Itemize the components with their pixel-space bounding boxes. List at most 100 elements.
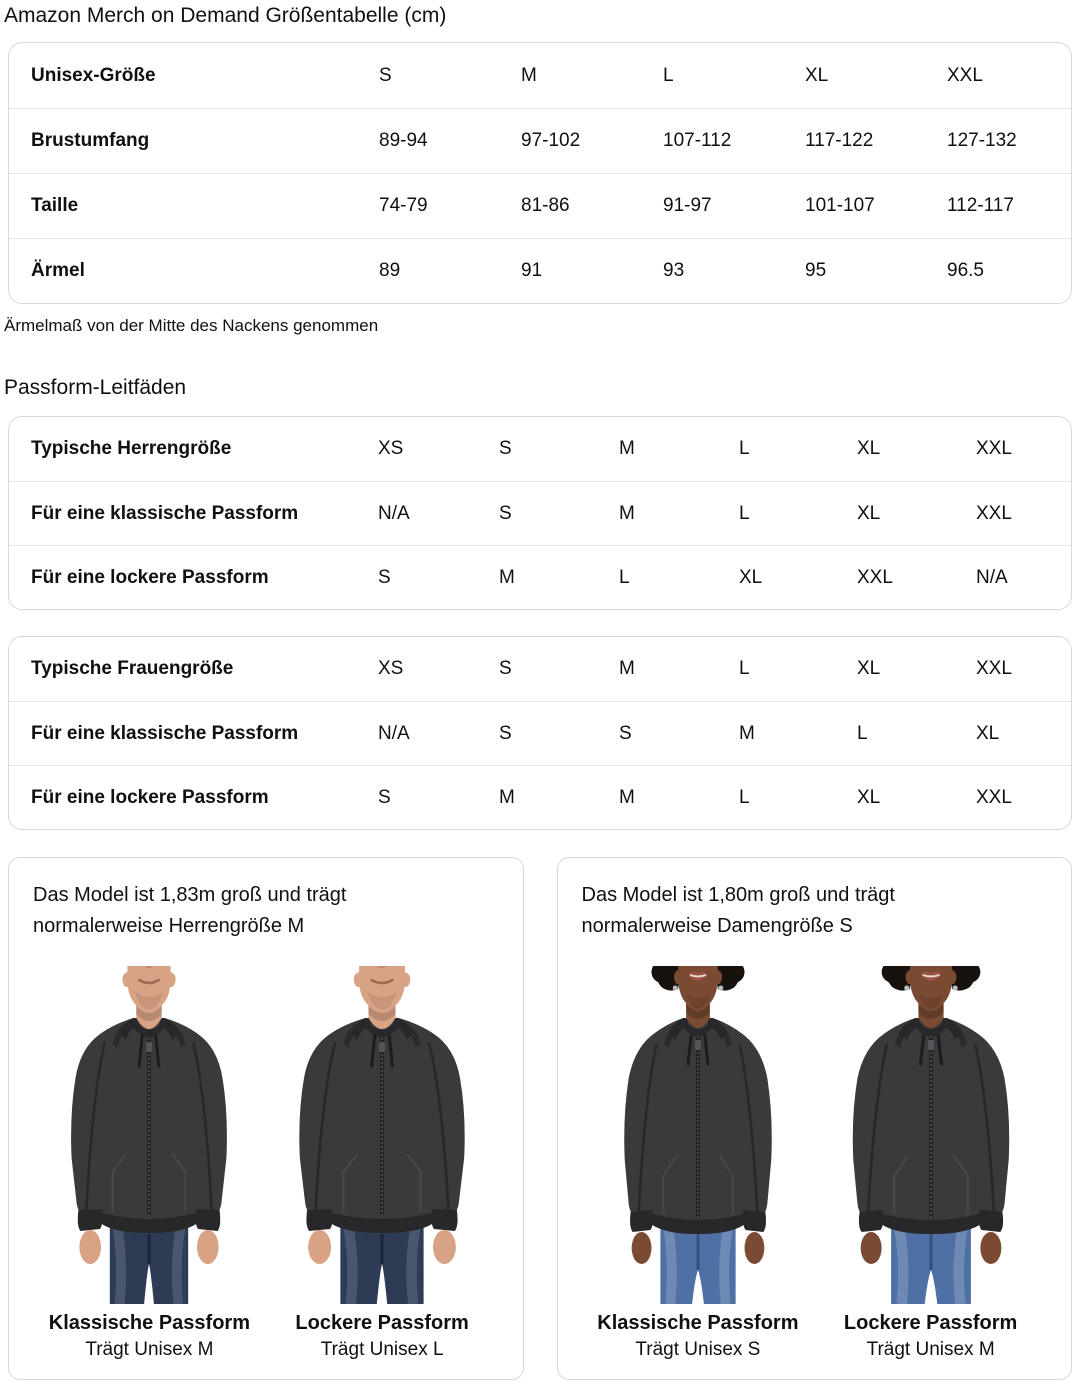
- fit-cell: L: [739, 786, 750, 808]
- caption-row: Klassische Passform Trägt Unisex S Locke…: [582, 1310, 1048, 1363]
- fit-cell: XL: [857, 438, 881, 459]
- size-cell: 91-97: [663, 195, 712, 216]
- row-label: Ärmel: [31, 260, 85, 281]
- fit-cell: N/A: [976, 566, 1008, 588]
- page-title: Amazon Merch on Demand Größentabelle (cm…: [4, 4, 447, 27]
- fit-cell: L: [857, 722, 868, 744]
- fit-cell: XXL: [857, 566, 893, 588]
- size-cell: 107-112: [663, 130, 732, 151]
- model-description: Das Model ist 1,83m groß und trägt norma…: [33, 880, 499, 942]
- fit-cell: XL: [739, 566, 763, 588]
- model-description-line1: Das Model ist 1,80m groß und trägt: [581, 884, 895, 906]
- photo-col: [33, 966, 266, 1304]
- fit-cell: L: [619, 566, 630, 588]
- size-cell: 95: [805, 260, 827, 281]
- fit-cell: M: [619, 658, 635, 679]
- fit-cell: L: [739, 438, 750, 459]
- caption-col: Klassische Passform Trägt Unisex S: [582, 1310, 815, 1363]
- photo-col: [582, 966, 815, 1304]
- photo-col: [814, 966, 1047, 1304]
- fit-cell: M: [499, 786, 515, 808]
- male-model-card: Das Model ist 1,83m groß und trägt norma…: [8, 857, 524, 1380]
- caption-col: Lockere Passform Trägt Unisex M: [814, 1310, 1047, 1363]
- size-cell: XXL: [947, 64, 983, 86]
- table-row: Typische Frauengröße XS S M L XL XXL: [9, 637, 1071, 701]
- row-label: Brustumfang: [31, 130, 150, 151]
- fit-subcaption: Trägt Unisex M: [866, 1339, 995, 1360]
- fit-cell: XL: [857, 502, 881, 524]
- size-cell: 89-94: [379, 130, 428, 151]
- table-row: Brustumfang 89-94 97-102 107-112 117-122…: [9, 108, 1071, 173]
- table-row: Für eine klassische Passform N/A S S M L…: [9, 701, 1071, 765]
- caption-col: Lockere Passform Trägt Unisex L: [266, 1310, 499, 1363]
- table-row: Ärmel 89 91 93 95 96.5: [9, 238, 1071, 303]
- womens-fit-table: Typische Frauengröße XS S M L XL XXL Für…: [8, 636, 1072, 830]
- fit-cell: S: [378, 566, 391, 588]
- size-cell: 101-107: [805, 195, 875, 216]
- fit-subcaption: Trägt Unisex S: [635, 1339, 761, 1360]
- size-cell: 93: [663, 260, 685, 281]
- fit-cell: S: [499, 502, 512, 524]
- fit-cell: S: [378, 786, 391, 808]
- fit-cell: S: [499, 438, 512, 459]
- caption-col: Klassische Passform Trägt Unisex M: [33, 1310, 266, 1363]
- table-row: Für eine lockere Passform S M M L XL XXL: [9, 765, 1071, 829]
- size-cell: S: [379, 64, 392, 86]
- male-model-loose-fit-photo: [278, 966, 486, 1304]
- male-model-classic-fit-photo: [51, 966, 247, 1304]
- fit-cell: XXL: [976, 502, 1012, 524]
- row-label: Typische Frauengröße: [31, 658, 234, 679]
- model-description-line2: normalerweise Herrengröße M: [33, 915, 305, 937]
- fit-cell: XXL: [976, 438, 1012, 459]
- fit-cell: XXL: [976, 658, 1012, 679]
- fit-subcaption: Trägt Unisex L: [320, 1339, 444, 1360]
- size-cell: 112-117: [947, 195, 1014, 216]
- model-description-line2: normalerweise Damengröße S: [581, 915, 853, 937]
- size-cell: 91: [521, 260, 543, 281]
- fit-cell: XL: [857, 786, 881, 808]
- female-model-loose-fit-photo: [826, 966, 1036, 1304]
- size-cell: XL: [805, 64, 829, 86]
- size-cell: M: [521, 64, 537, 86]
- size-cell: 117-122: [805, 130, 874, 151]
- row-label: Für eine lockere Passform: [31, 786, 269, 808]
- table-row: Typische Herrengröße XS S M L XL XXL: [9, 417, 1071, 481]
- row-label: Typische Herrengröße: [31, 438, 232, 459]
- fit-cell: XS: [378, 438, 404, 459]
- fit-cell: XL: [857, 658, 881, 679]
- unisex-size-table: Unisex-Größe S M L XL XXL Brustumfang 89…: [8, 42, 1072, 304]
- fit-cell: N/A: [378, 502, 410, 524]
- caption-row: Klassische Passform Trägt Unisex M Locke…: [33, 1310, 499, 1363]
- fit-cell: S: [499, 722, 512, 744]
- fit-cell: S: [499, 658, 512, 679]
- size-cell: 89: [379, 260, 401, 281]
- fit-cell: XL: [976, 722, 1000, 744]
- size-cell: 81-86: [521, 195, 570, 216]
- fit-caption: Lockere Passform: [295, 1312, 469, 1334]
- female-model-card: Das Model ist 1,80m groß und trägt norma…: [556, 857, 1072, 1380]
- photo-col: [266, 966, 499, 1304]
- fit-guides-heading: Passform-Leitfäden: [4, 376, 187, 399]
- model-cards-row: Das Model ist 1,83m groß und trägt norma…: [8, 857, 1072, 1380]
- fit-cell: L: [739, 502, 750, 524]
- female-model-classic-fit-photo: [599, 966, 797, 1304]
- fit-cell: XXL: [976, 786, 1012, 808]
- row-label: Unisex-Größe: [31, 64, 156, 86]
- table-row: Taille 74-79 81-86 91-97 101-107 112-117: [9, 173, 1071, 238]
- table-row: Unisex-Größe S M L XL XXL: [9, 43, 1071, 108]
- table-row: Für eine lockere Passform S M L XL XXL N…: [9, 545, 1071, 609]
- model-description-line1: Das Model ist 1,83m groß und trägt: [33, 884, 347, 906]
- fit-cell: M: [619, 786, 635, 808]
- size-cell: 96.5: [947, 260, 984, 281]
- row-label: Für eine lockere Passform: [31, 566, 269, 588]
- fit-caption: Klassische Passform: [597, 1312, 799, 1334]
- fit-caption: Lockere Passform: [843, 1312, 1018, 1334]
- fit-cell: M: [739, 722, 755, 744]
- table-row: Für eine klassische Passform N/A S M L X…: [9, 481, 1071, 545]
- fit-caption: Klassische Passform: [48, 1312, 250, 1334]
- sleeve-measure-footnote: Ärmelmaß von der Mitte des Nackens genom…: [4, 316, 379, 335]
- model-description: Das Model ist 1,80m groß und trägt norma…: [582, 880, 1048, 942]
- size-cell: 127-132: [947, 130, 1017, 151]
- fit-cell: M: [619, 438, 635, 459]
- photo-row: [582, 966, 1048, 1304]
